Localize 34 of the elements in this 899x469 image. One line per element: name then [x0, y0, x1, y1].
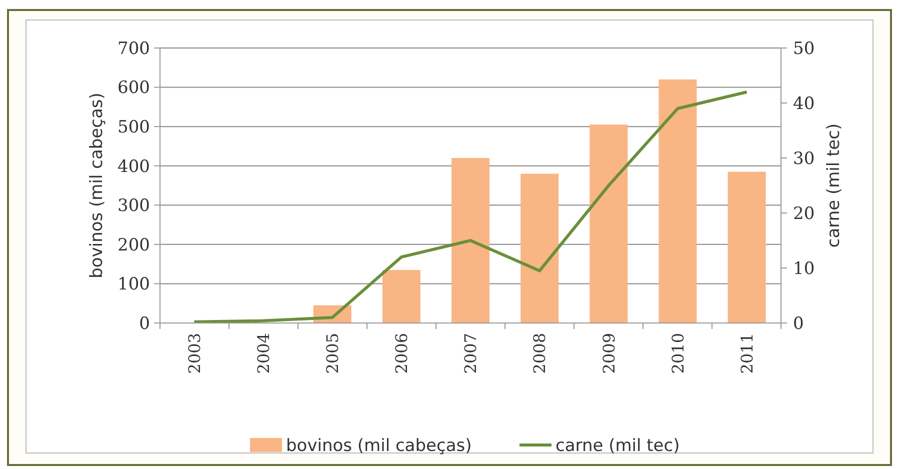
y-tick-label: 200 [118, 235, 150, 256]
y-tick-label: 700 [118, 38, 150, 59]
legend-label: carne (mil tec) [556, 436, 680, 456]
bar [520, 174, 559, 323]
y-tick-label: 500 [118, 118, 150, 138]
bar [658, 79, 697, 323]
x-tick-label: 2007 [461, 333, 480, 374]
x-tick-label: 2006 [392, 333, 412, 374]
y2-tick-label: 0 [793, 314, 804, 334]
y-tick-label: 0 [139, 314, 150, 334]
x-tick-label: 2008 [530, 333, 550, 374]
y2-tick-label: 10 [793, 258, 815, 279]
y-axis-title: bovinos (mil cabeças) [87, 92, 107, 278]
bar [590, 124, 628, 323]
x-tick-label: 2009 [599, 333, 618, 374]
line-series [192, 90, 748, 324]
y2-tick-label: 50 [793, 38, 815, 59]
x-tick-label: 2010 [668, 333, 688, 374]
x-tick-label: 2003 [184, 333, 204, 374]
y-tick-label: 400 [118, 156, 150, 177]
y2-tick-label: 40 [793, 94, 815, 114]
bar [452, 158, 490, 323]
y-tick-label: 600 [118, 78, 150, 98]
y-tick-label: 300 [118, 196, 150, 216]
bar [382, 270, 420, 323]
legend-label: bovinos (mil cabeças) [286, 436, 472, 456]
y2-tick-label: 20 [793, 204, 815, 224]
y2-tick-label: 30 [793, 148, 815, 169]
y-tick-label: 100 [118, 274, 150, 295]
bar [728, 172, 766, 323]
x-tick-label: 2011 [737, 333, 756, 374]
x-tick-label: 2004 [254, 333, 273, 374]
y2-axis-title: carne (mil tec) [824, 123, 844, 248]
x-tick-label: 2005 [322, 333, 342, 374]
